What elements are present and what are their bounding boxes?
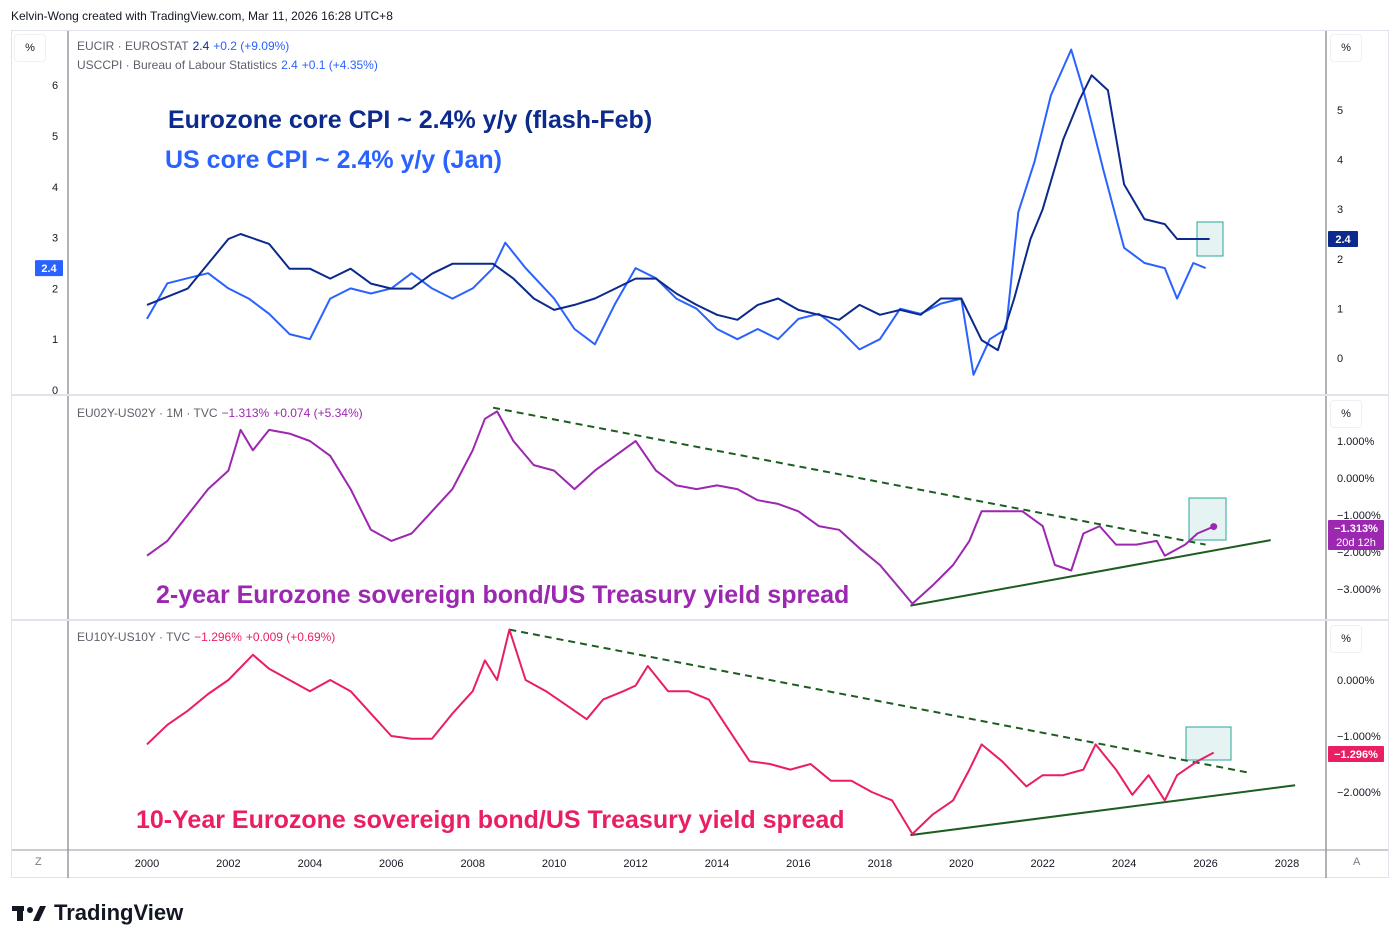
x-tick-label: 2000 xyxy=(135,858,159,870)
log-scale-toggle[interactable]: Z xyxy=(35,856,42,868)
last-point-marker xyxy=(1210,523,1218,531)
x-tick-label: 2002 xyxy=(216,858,240,870)
legend-symbol: USCCPI · Bureau of Labour Statistics xyxy=(77,58,278,72)
legend-symbol: EU02Y-US02Y · 1M · TVC xyxy=(77,406,218,420)
x-tick-label: 2022 xyxy=(1030,858,1054,870)
legend-symbol: EU10Y-US10Y · TVC xyxy=(77,630,191,644)
x-tick-label: 2010 xyxy=(542,858,566,870)
left-y-tick-label: 6 xyxy=(52,80,58,92)
right-last-value-label-bg xyxy=(1328,230,1358,247)
spread-2y-last-value-label: −1.313% xyxy=(1334,523,1378,535)
right-last-value-label: 2.4 xyxy=(1335,234,1351,246)
series-line-eucir xyxy=(146,74,1210,352)
series-line-10y-spread xyxy=(146,628,1215,835)
legend-value: 2.4 xyxy=(281,58,298,72)
series-line-2y-spread xyxy=(146,410,1215,605)
brand-name: TradingView xyxy=(54,900,184,925)
legend-2y-spread[interactable]: EU02Y-US02Y · 1M · TVC −1.313% +0.074 (+5.… xyxy=(77,406,367,420)
right-axis-unit-top[interactable]: % xyxy=(1330,34,1362,62)
annotation-10y-spread: 10-Year Eurozone sovereign bond/US Treas… xyxy=(136,806,845,834)
x-tick-label: 2012 xyxy=(623,858,647,870)
right-y-tick-label-2y: 1.000% xyxy=(1337,436,1375,448)
auto-scale-toggle[interactable]: A xyxy=(1353,856,1361,868)
x-tick-label: 2008 xyxy=(460,858,484,870)
legend-change: +0.1 (+4.35%) xyxy=(301,58,378,72)
series-line-usccpi xyxy=(146,48,1206,376)
right-y-tick-label: 0 xyxy=(1337,353,1343,365)
spread-2y-last-value-label-bg xyxy=(1328,520,1384,550)
right-y-tick-label: 3 xyxy=(1337,204,1343,216)
legend-change: +0.2 (+9.09%) xyxy=(213,39,290,53)
right-y-tick-label: 1 xyxy=(1337,303,1343,315)
legend-eucir[interactable]: EUCIR · EUROSTAT 2.4 +0.2 (+9.09%) xyxy=(77,39,293,53)
trendline-solid xyxy=(910,784,1296,837)
trendline-dashed xyxy=(492,406,1206,546)
spread-10y-last-value-label-bg xyxy=(1328,746,1384,762)
left-axis-unit[interactable]: % xyxy=(14,34,46,62)
legend-10y-spread[interactable]: EU10Y-US10Y · TVC −1.296% +0.009 (+0.69%) xyxy=(77,630,339,644)
right-y-tick-label: 2 xyxy=(1337,254,1343,266)
right-y-tick-label-2y: 0.000% xyxy=(1337,473,1375,485)
left-y-tick-label: 1 xyxy=(52,334,58,346)
x-tick-label: 2024 xyxy=(1112,858,1136,870)
x-tick-label: 2020 xyxy=(949,858,973,870)
right-y-tick-label: 4 xyxy=(1337,155,1343,167)
annotation-2y-spread: 2-year Eurozone sovereign bond/US Treasu… xyxy=(156,581,850,609)
right-axis-unit-2y[interactable]: % xyxy=(1330,400,1362,428)
right-y-tick-label-10y: −2.000% xyxy=(1337,787,1381,799)
annotation-eu-core-cpi: Eurozone core CPI ~ 2.4% y/y (flash-Feb) xyxy=(168,106,653,134)
legend-value: −1.313% xyxy=(221,406,270,420)
left-y-tick-label: 5 xyxy=(52,131,58,143)
left-last-value-label-bg xyxy=(35,260,63,277)
tradingview-logo-icon xyxy=(12,906,46,921)
right-y-tick-label: 5 xyxy=(1337,105,1343,117)
left-y-tick-label: 2 xyxy=(52,283,58,295)
right-y-tick-label-10y: 0.000% xyxy=(1337,675,1375,687)
legend-value: 2.4 xyxy=(192,39,210,53)
highlight-box xyxy=(1188,497,1227,541)
left-last-value-label: 2.4 xyxy=(41,263,57,275)
right-y-tick-label-2y: −1.000% xyxy=(1337,510,1381,522)
x-tick-label: 2004 xyxy=(298,858,322,870)
x-tick-label: 2014 xyxy=(705,858,729,870)
spread-2y-last-value-label-countdown: 20d 12h xyxy=(1336,537,1376,549)
trendline-dashed xyxy=(509,628,1251,774)
right-y-tick-label-10y: −1.000% xyxy=(1337,731,1381,743)
x-tick-label: 2016 xyxy=(786,858,810,870)
x-tick-label: 2028 xyxy=(1275,858,1299,870)
legend-value: −1.296% xyxy=(194,630,242,644)
chart-frame xyxy=(11,30,1389,878)
annotation-us-core-cpi: US core CPI ~ 2.4% y/y (Jan) xyxy=(165,146,502,174)
spread-10y-last-value-label: −1.296% xyxy=(1334,749,1378,761)
tradingview-logo[interactable]: TradingView xyxy=(12,900,183,926)
legend-usccpi[interactable]: USCCPI · Bureau of Labour Statistics 2.4 +… xyxy=(77,58,382,72)
x-tick-label: 2006 xyxy=(379,858,403,870)
x-tick-label: 2018 xyxy=(868,858,892,870)
left-y-tick-label: 3 xyxy=(52,233,58,245)
right-axis-unit-10y[interactable]: % xyxy=(1330,625,1362,653)
left-y-tick-label: 0 xyxy=(52,385,58,397)
x-tick-label: 2026 xyxy=(1193,858,1217,870)
left-y-tick-label: 4 xyxy=(52,182,58,194)
legend-symbol: EUCIR · EUROSTAT xyxy=(77,39,189,53)
right-y-tick-label-2y: −3.000% xyxy=(1337,584,1381,596)
legend-change: +0.009 (+0.69%) xyxy=(245,630,336,644)
chart-credit: Kelvin-Wong created with TradingView.com… xyxy=(11,9,393,23)
legend-change: +0.074 (+5.34%) xyxy=(273,406,363,420)
trendline-solid xyxy=(910,539,1271,607)
